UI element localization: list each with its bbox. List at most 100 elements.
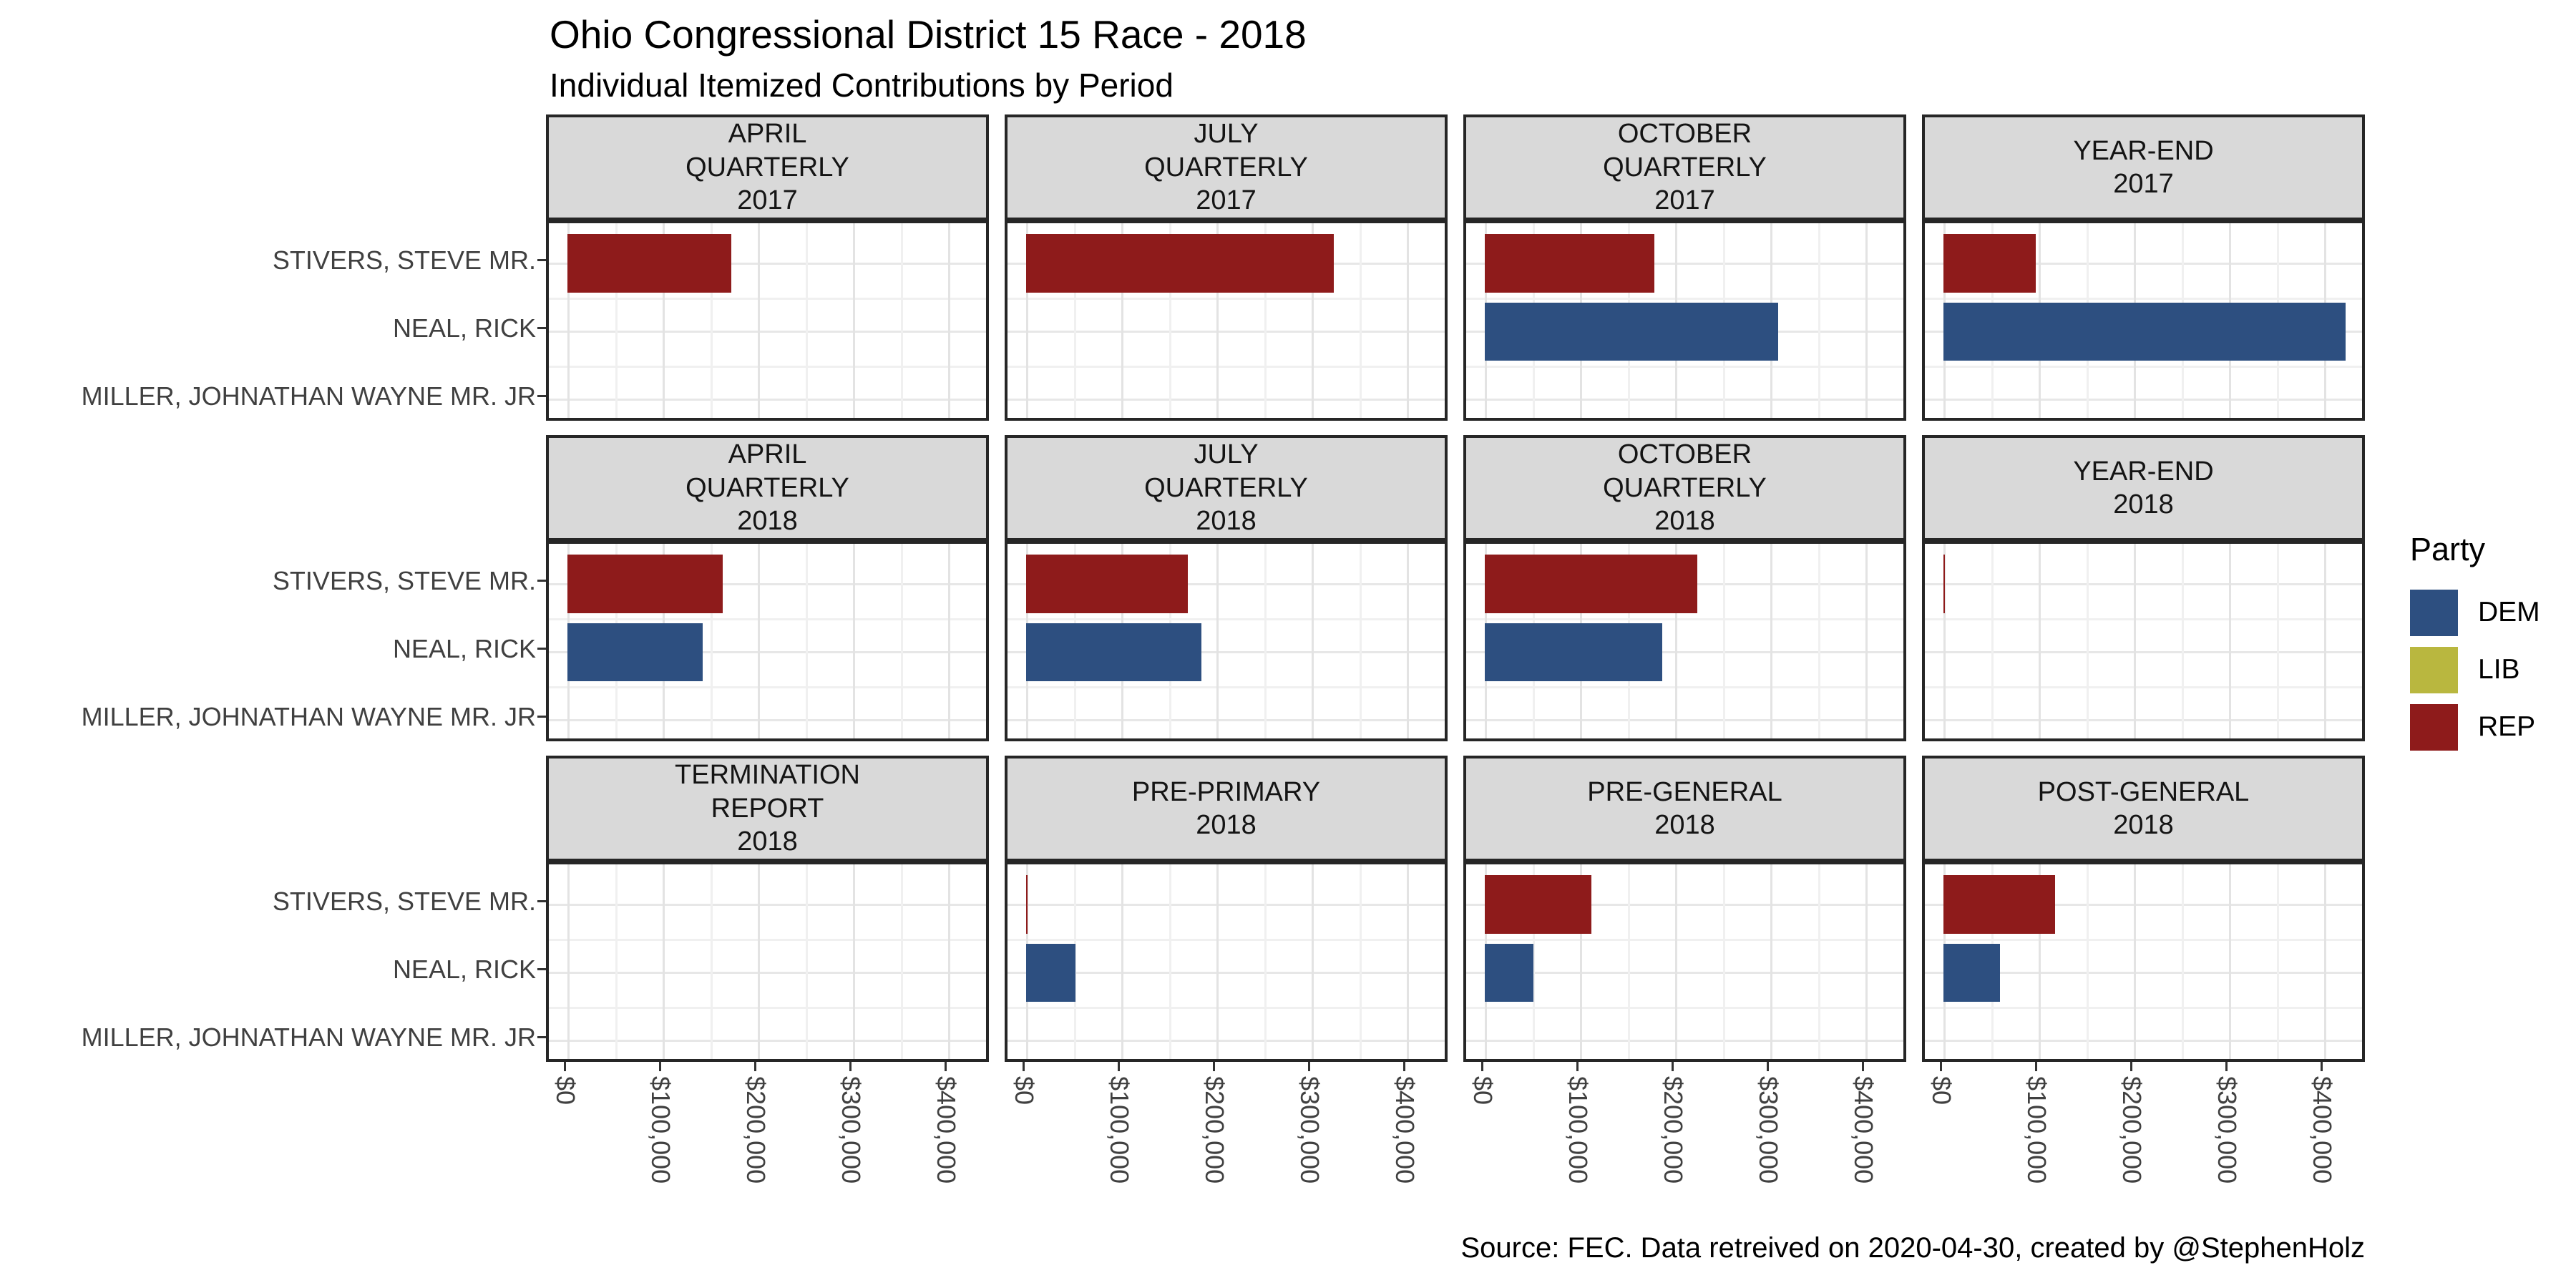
gridline-minor-h — [1925, 1006, 2362, 1009]
gridline-major-h — [1008, 331, 1445, 333]
contribution-bar — [1943, 302, 2346, 361]
gridline-minor — [1722, 544, 1725, 738]
facet-panel — [546, 862, 989, 1062]
facet-strip-label: JULY QUARTERLY 2018 — [1144, 439, 1308, 537]
gridline-minor — [1818, 864, 1820, 1059]
gridline-minor — [1359, 223, 1362, 418]
facet-strip-label: PRE-PRIMARY 2018 — [1131, 776, 1321, 840]
gridline-major-h — [1925, 399, 2362, 401]
y-axis-tick — [537, 580, 546, 582]
gridline-minor — [1264, 864, 1267, 1059]
chart-title: Ohio Congressional District 15 Race - 20… — [550, 12, 1307, 57]
y-axis-label: MILLER, JOHNATHAN WAYNE MR. JR — [81, 702, 536, 732]
contribution-bar — [1484, 623, 1662, 681]
gridline-major-h — [1466, 1040, 1903, 1043]
lib-color-swatch — [2410, 646, 2458, 693]
contribution-bar — [1943, 555, 1945, 613]
y-axis-label: NEAL, RICK — [392, 313, 536, 343]
facet-strip-label: JULY QUARTERLY 2017 — [1144, 119, 1308, 216]
x-axis-label: $0 — [1468, 1076, 1498, 1106]
gridline-major — [2134, 544, 2137, 738]
gridline-major-h — [549, 904, 986, 906]
facet-strip-label: APRIL QUARTERLY 2018 — [686, 439, 849, 537]
gridline-major — [853, 223, 856, 418]
facet-strip: PRE-GENERAL 2018 — [1463, 756, 1906, 862]
x-axis-label: $400,000 — [932, 1076, 962, 1184]
gridline-minor — [1991, 544, 1994, 738]
gridline-minor-h — [1466, 1006, 1903, 1009]
x-axis-tick — [1862, 1062, 1865, 1071]
gridline-major-h — [549, 651, 986, 654]
gridline-minor-h — [549, 297, 986, 300]
x-axis-label: $400,000 — [1390, 1076, 1420, 1184]
gridline-major-h — [549, 583, 986, 585]
chart-subtitle: Individual Itemized Contributions by Per… — [550, 67, 1174, 104]
gridline-major — [663, 223, 665, 418]
gridline-minor — [710, 223, 713, 418]
gridline-major-h — [1466, 972, 1903, 975]
gridline-minor-h — [1008, 618, 1445, 620]
gridline-major-h — [1008, 1040, 1445, 1043]
gridline-major — [758, 544, 761, 738]
contribution-bar — [1484, 555, 1697, 613]
gridline-major — [948, 864, 951, 1059]
gridline-major-h — [1925, 583, 2362, 585]
contribution-bar — [1025, 875, 1028, 934]
gridline-major-h — [1925, 651, 2362, 654]
x-axis-tick — [1576, 1062, 1579, 1071]
gridline-minor — [900, 223, 903, 418]
facet-panel — [1463, 220, 1906, 421]
gridline-minor-h — [549, 938, 986, 941]
gridline-minor-h — [1008, 297, 1445, 300]
x-axis-label: $300,000 — [1754, 1076, 1784, 1184]
gridline-minor-h — [1925, 297, 2362, 300]
gridline-major-h — [1008, 583, 1445, 585]
gridline-minor — [1532, 864, 1535, 1059]
gridline-major-h — [1925, 719, 2362, 722]
gridline-minor-h — [1008, 365, 1445, 368]
gridline-minor — [1169, 223, 1171, 418]
rep-color-swatch — [2410, 703, 2458, 751]
gridline-major-h — [1466, 651, 1903, 654]
gridline-major — [853, 864, 856, 1059]
legend-title: Party — [2410, 531, 2486, 567]
facet-strip: JULY QUARTERLY 2018 — [1005, 435, 1448, 541]
gridline-minor — [1722, 864, 1725, 1059]
y-axis-label: NEAL, RICK — [392, 955, 536, 985]
facet-strip-label: TERMINATION REPORT 2018 — [675, 760, 860, 857]
facet-strip-label: YEAR-END 2017 — [2073, 135, 2214, 199]
x-axis-label: $0 — [1926, 1076, 1956, 1106]
gridline-minor — [900, 544, 903, 738]
gridline-major-h — [549, 719, 986, 722]
y-axis-tick — [537, 1036, 546, 1039]
contribution-bar — [1943, 943, 2000, 1002]
gridline-major — [1675, 864, 1678, 1059]
facet-panel — [1463, 862, 1906, 1062]
gridline-major — [1216, 544, 1219, 738]
facet-strip: APRIL QUARTERLY 2017 — [546, 114, 989, 220]
contribution-bar — [1943, 875, 2055, 934]
gridline-major — [1865, 544, 1868, 738]
gridline-minor-h — [1925, 618, 2362, 620]
gridline-major — [1407, 864, 1410, 1059]
contribution-bar — [1943, 234, 2036, 293]
x-axis-label: $100,000 — [646, 1076, 676, 1184]
gridline-minor-h — [549, 365, 986, 368]
x-axis-label: $300,000 — [2212, 1076, 2243, 1184]
facet-strip: YEAR-END 2017 — [1922, 114, 2365, 220]
gridline-minor — [1359, 544, 1362, 738]
gridline-major-h — [549, 1040, 986, 1043]
x-axis-tick — [563, 1062, 566, 1071]
gridline-minor — [805, 544, 808, 738]
x-axis-tick — [2130, 1062, 2133, 1071]
facet-panel — [1922, 862, 2365, 1062]
gridline-major — [2039, 864, 2041, 1059]
facet-strip-label: OCTOBER QUARTERLY 2018 — [1603, 439, 1767, 537]
gridline-minor — [805, 223, 808, 418]
facet-panel — [1922, 541, 2365, 741]
facet-strip-label: POST-GENERAL 2018 — [2037, 776, 2250, 840]
x-axis-label: $300,000 — [1295, 1076, 1325, 1184]
gridline-major — [2229, 544, 2232, 738]
gridline-major — [1407, 544, 1410, 738]
facet-strip-label: PRE-GENERAL 2018 — [1587, 776, 1782, 840]
